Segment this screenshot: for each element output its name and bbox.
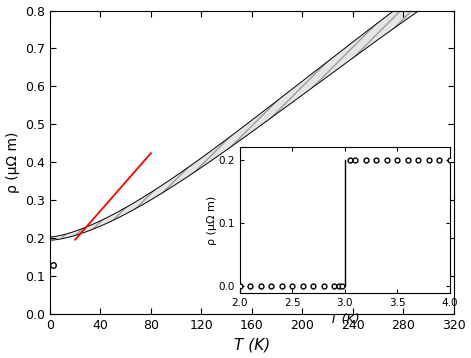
- Y-axis label: ρ (μΩ m): ρ (μΩ m): [6, 132, 20, 193]
- X-axis label: T (K): T (K): [234, 338, 270, 352]
